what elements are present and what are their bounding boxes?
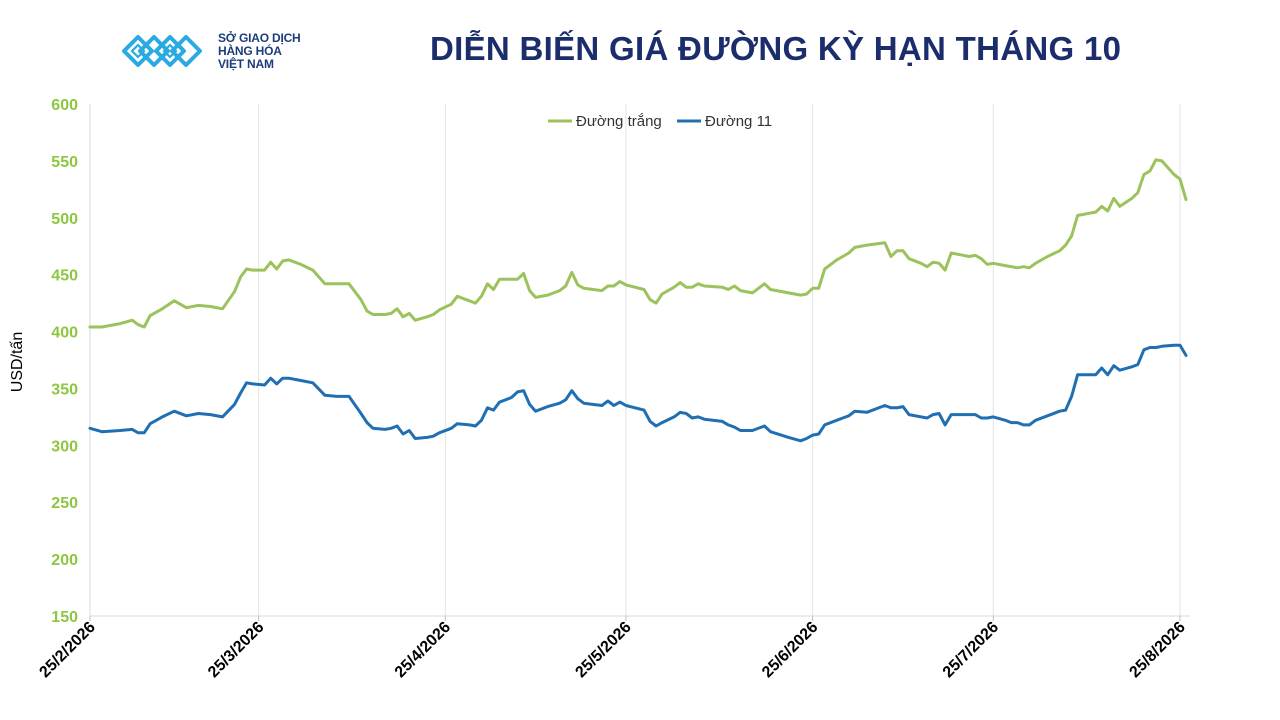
x-tick-label: 25/8/2026 (1126, 619, 1188, 681)
y-tick-label: 550 (51, 154, 78, 171)
y-tick-label: 200 (51, 552, 78, 569)
y-tick-label: 500 (51, 211, 78, 228)
series-layer (88, 158, 1188, 443)
x-axis-ticks: 25/2/2026 25/3/2026 25/4/2026 25/5/2026 25/6… (36, 616, 1189, 681)
y-tick-label: 450 (51, 268, 78, 285)
x-tick-label: 25/3/2026 (205, 619, 267, 681)
legend-label-2: Đường 11 (705, 113, 772, 130)
sgd-logo-icon (122, 35, 202, 67)
y-tick-label: 250 (51, 495, 78, 512)
brand-line-2: HÀNG HÓA (218, 43, 282, 58)
brand-line-3: VIỆT NAM (218, 56, 274, 71)
y-tick-label: 350 (51, 381, 78, 398)
chart-title: DIỄN BIẾN GIÁ ĐƯỜNG KỲ HẠN THÁNG 10 (430, 30, 1122, 67)
x-tick-label: 25/2/2026 (36, 619, 98, 681)
y-axis-label: USD/tấn (9, 332, 26, 392)
y-tick-label: 300 (51, 438, 78, 455)
y-tick-label: 400 (51, 325, 78, 342)
brand-line-1: SỞ GIAO DỊCH (218, 30, 301, 45)
brand-name: SỞ GIAO DỊCH HÀNG HÓA VIỆT NAM (218, 30, 301, 71)
legend-label-1: Đường trắng (576, 113, 662, 130)
legend: Đường trắng Đường 11 (548, 113, 772, 130)
x-tick-label: 25/5/2026 (572, 619, 634, 681)
x-tick-label: 25/7/2026 (940, 619, 1002, 681)
series-line-2 (88, 343, 1188, 443)
y-axis-ticks: 150 200 250 300 350 400 450 500 550 600 (51, 97, 78, 626)
y-tick-label: 150 (51, 609, 78, 626)
x-tick-label: 25/4/2026 (392, 619, 454, 681)
x-tick-label: 25/6/2026 (759, 619, 821, 681)
series-line-1 (88, 158, 1188, 329)
vertical-gridlines (258, 104, 1181, 616)
y-tick-label: 600 (51, 97, 78, 114)
brand-logo: SỞ GIAO DỊCH HÀNG HÓA VIỆT NAM (120, 28, 320, 74)
